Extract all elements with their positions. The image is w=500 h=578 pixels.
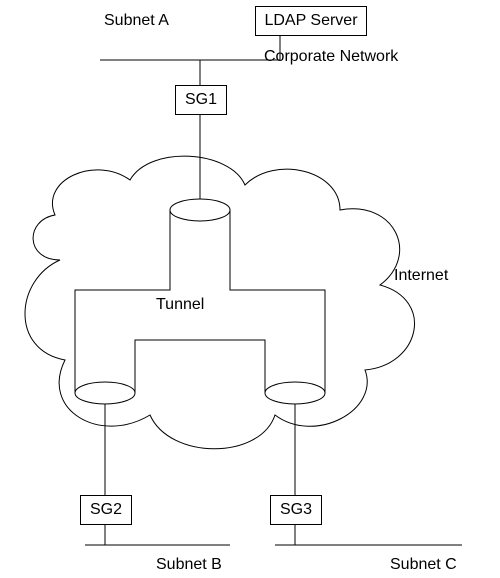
sg1-box: SG1 bbox=[175, 85, 227, 115]
corporate-network-label: Corporate Network bbox=[264, 48, 398, 66]
cloud-internet bbox=[25, 156, 415, 449]
subnet-b-label: Subnet B bbox=[156, 556, 222, 574]
subnet-c-label: Subnet C bbox=[390, 556, 457, 574]
subnet-a-label: Subnet A bbox=[104, 12, 169, 30]
internet-label: Internet bbox=[394, 267, 448, 285]
sg3-label: SG3 bbox=[280, 501, 312, 519]
sg2-label: SG2 bbox=[90, 501, 122, 519]
diagram-canvas bbox=[0, 0, 500, 578]
ldap-server-box: LDAP Server bbox=[255, 6, 367, 36]
sg1-label: SG1 bbox=[185, 91, 217, 109]
sg3-box: SG3 bbox=[270, 495, 322, 525]
ldap-server-label: LDAP Server bbox=[264, 12, 357, 30]
sg2-box: SG2 bbox=[80, 495, 132, 525]
tunnel-label: Tunnel bbox=[156, 296, 204, 314]
